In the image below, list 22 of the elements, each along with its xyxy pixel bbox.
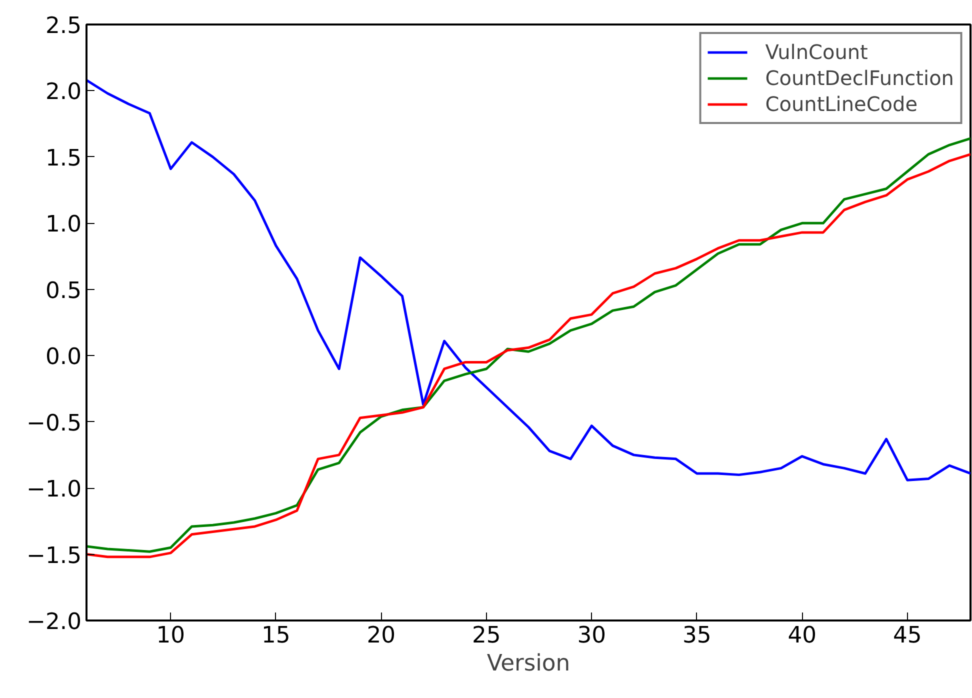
y-tick-label: 2.0 (45, 79, 82, 106)
x-axis-title: Version (486, 650, 570, 676)
legend-label: CountLineCode (765, 92, 918, 116)
x-tick-label: 45 (892, 622, 922, 648)
x-tick-label: 20 (366, 622, 396, 648)
x-tick-label: 15 (262, 622, 290, 648)
y-tick-label: −1.0 (26, 476, 82, 503)
y-tick-label: 2.5 (45, 13, 82, 39)
x-tick-label: 35 (682, 622, 712, 648)
y-tick-label: −2.0 (26, 609, 82, 635)
y-tick-label: 1.5 (45, 145, 82, 172)
x-tick-label: 30 (577, 622, 606, 648)
y-tick-label: 1.0 (45, 212, 82, 238)
x-tick-label: 10 (156, 622, 186, 648)
y-tick-label: −0.5 (26, 410, 82, 436)
y-tick-label: 0.0 (45, 344, 82, 370)
y-tick-label: −1.5 (26, 542, 82, 569)
legend-label: VulnCount (765, 40, 868, 64)
y-tick-label: 0.5 (45, 278, 82, 304)
x-tick-label: 25 (472, 622, 501, 648)
legend-label: CountDeclFunction (765, 66, 954, 90)
x-tick-label: 40 (788, 622, 817, 648)
